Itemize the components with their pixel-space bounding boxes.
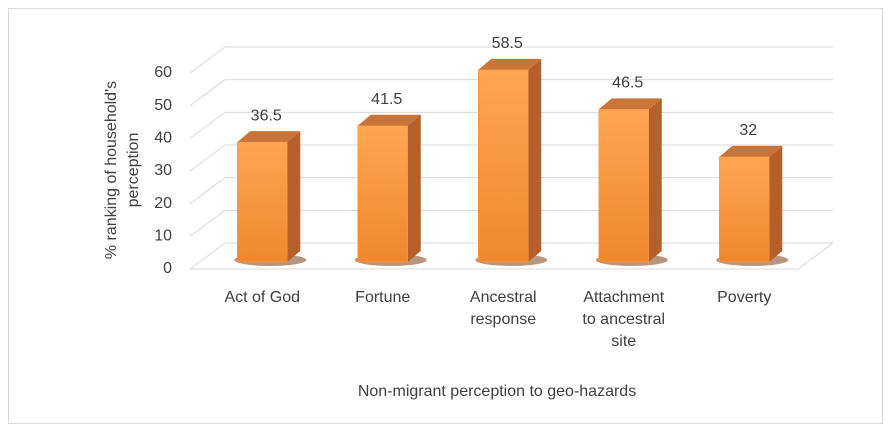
y-tick-label: 20	[154, 195, 172, 212]
floor-edge	[797, 242, 834, 270]
bar-top	[237, 131, 301, 143]
bar-side	[769, 145, 783, 262]
x-tick-label: Ancestral response	[470, 289, 537, 328]
grid-line	[189, 79, 833, 107]
y-tick-label: 40	[154, 130, 172, 147]
y-tick-label: 10	[154, 228, 172, 245]
grid-line	[189, 46, 833, 74]
data-label: 58.5	[492, 35, 523, 52]
bar-top	[478, 58, 542, 70]
data-label: 36.5	[251, 107, 282, 124]
bar-top	[357, 114, 421, 126]
bar	[357, 125, 408, 263]
x-tick-label: Act of God	[224, 289, 300, 306]
x-tick-label: Fortune	[355, 289, 410, 306]
bar-side	[648, 98, 662, 262]
data-label: 32	[739, 122, 757, 139]
y-tick-label: 50	[154, 97, 172, 114]
bar-side	[287, 131, 301, 262]
bar-top	[719, 145, 783, 157]
bar	[237, 141, 288, 263]
bar-side	[407, 114, 421, 262]
x-axis-title: Non-migrant perception to geo-hazards	[358, 383, 636, 400]
y-axis-title: % ranking of household's perception	[103, 81, 142, 259]
bar	[478, 69, 529, 263]
bar-top	[598, 98, 662, 110]
data-label: 46.5	[612, 75, 643, 92]
y-tick-label: 0	[163, 260, 172, 277]
bar	[598, 109, 649, 263]
y-tick-label: 60	[154, 64, 172, 81]
bar	[719, 156, 770, 263]
data-label: 41.5	[371, 91, 402, 108]
bar-side	[528, 58, 542, 262]
x-tick-label: Poverty	[717, 289, 771, 306]
y-tick-label: 30	[154, 162, 172, 179]
x-tick-label: Attachment to ancestral site	[582, 289, 665, 350]
